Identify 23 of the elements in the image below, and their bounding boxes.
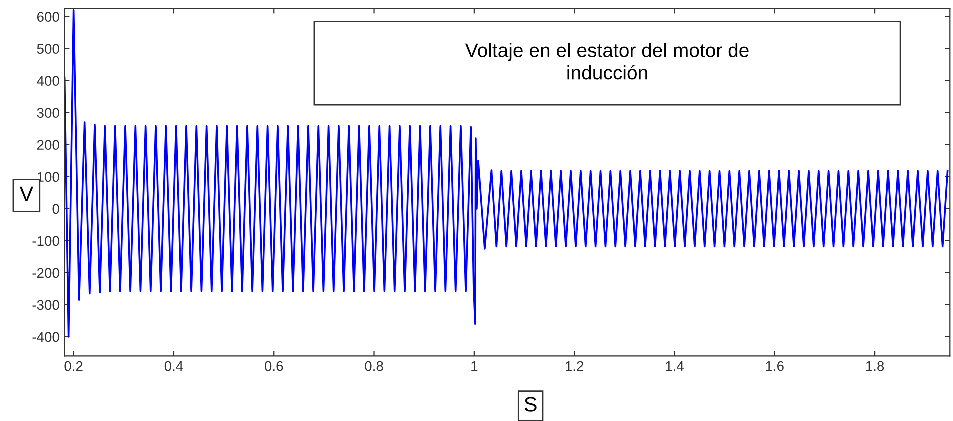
x-tick-label: 1 [472, 362, 478, 372]
y-tick-label: 100 [38, 172, 60, 182]
x-tick-label: 0.8 [365, 361, 384, 372]
x-tick-label: 1.4 [666, 362, 684, 372]
text: Voltaje en el estator del motor de inducción [465, 43, 749, 80]
y-tick-label: 400 [37, 76, 60, 86]
y-tick-label: -300 [32, 300, 60, 310]
y-tick-label: 200 [37, 140, 60, 150]
x-axis-title: S [524, 397, 537, 412]
y-tick-label: -100 [32, 236, 60, 246]
x-tick-label: 0.2 [64, 361, 83, 372]
x-tick-label: 0.6 [265, 361, 284, 372]
y-tick-label: 500 [37, 44, 60, 54]
y-tick-label: 0 [52, 204, 60, 214]
y-tick-label: 600 [37, 12, 60, 22]
x-tick-label: 1.2 [566, 361, 584, 372]
y-tick-label: -200 [32, 268, 60, 278]
y-tick-label: -400 [32, 332, 60, 342]
x-tick-label: 1.6 [766, 361, 784, 372]
x-tick-label: 0.4 [164, 361, 184, 372]
y-tick-label: 300 [37, 108, 60, 118]
x-tick-label: 1.8 [866, 361, 884, 372]
y-axis-title: V [20, 186, 34, 202]
